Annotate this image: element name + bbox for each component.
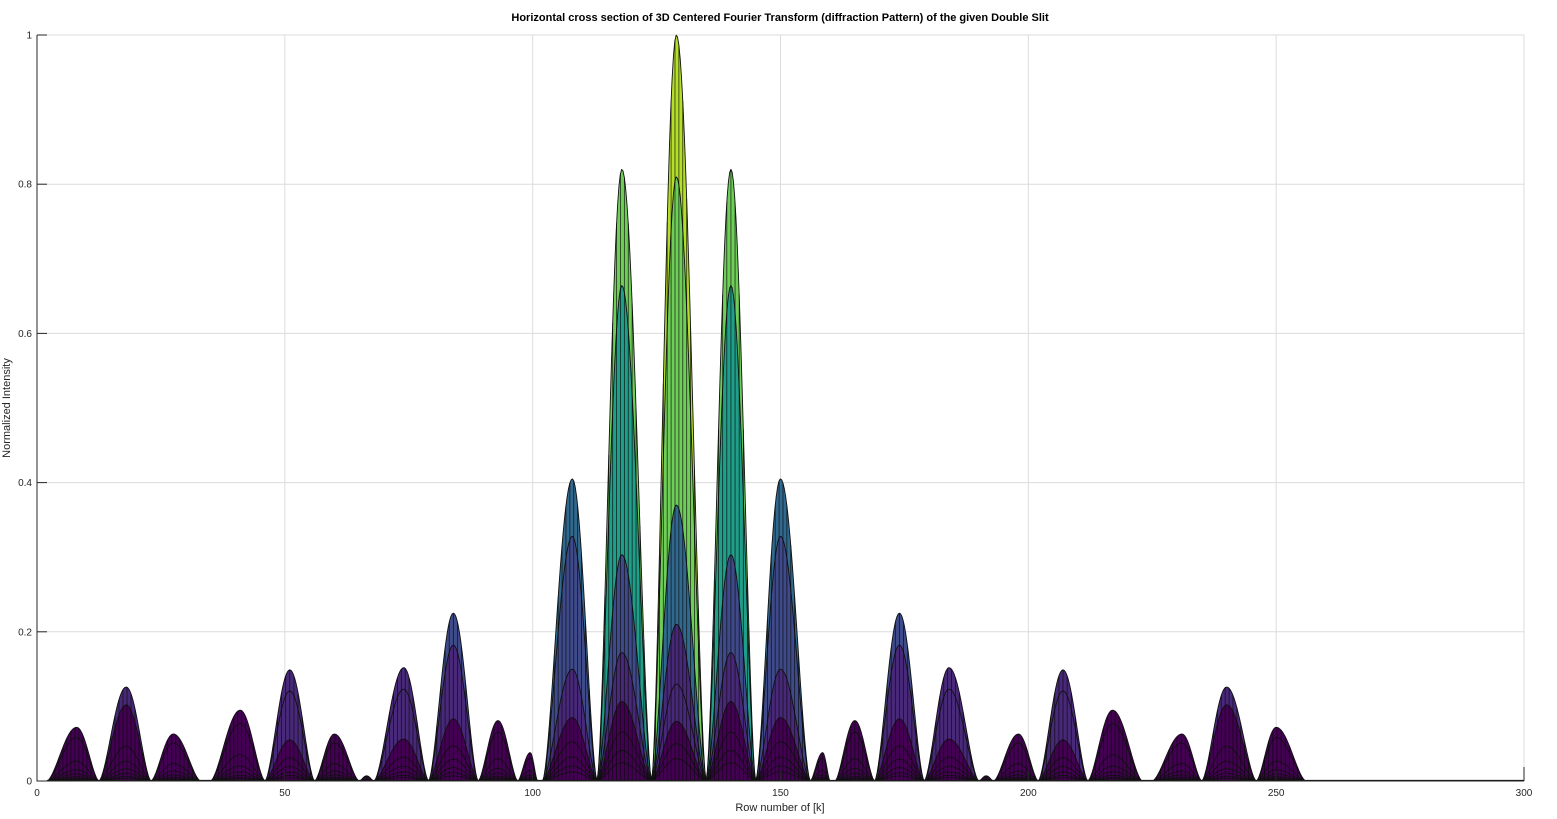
lobe-mesh	[481, 720, 515, 781]
lobe-mesh	[50, 727, 96, 781]
lobe-mesh	[1041, 669, 1085, 781]
lobe	[874, 612, 925, 782]
lobe-mesh	[709, 169, 752, 781]
lobe	[477, 720, 519, 782]
y-axis-title: Normalized Intensity	[1, 358, 13, 458]
lobe-mesh	[268, 669, 311, 781]
lobe	[210, 709, 266, 782]
chart-title: Horizontal cross section of 3D Centered …	[511, 12, 1049, 24]
y-tick-label: 0.4	[18, 478, 32, 489]
lobe-mesh	[546, 480, 594, 781]
lobe-mesh	[521, 752, 535, 781]
x-tick-label: 150	[772, 788, 789, 799]
x-tick-label: 100	[524, 788, 541, 799]
lobe-mesh	[432, 613, 475, 781]
y-tick-label: 0.8	[18, 180, 32, 191]
lobe	[98, 686, 152, 782]
lobe	[1255, 726, 1307, 782]
lobe-mesh	[655, 39, 703, 781]
lobe-mesh	[813, 752, 827, 781]
lobe-surface	[46, 34, 1524, 782]
x-tick-label: 50	[279, 788, 291, 799]
lobe-mesh	[1155, 734, 1199, 781]
lobe	[651, 34, 707, 782]
lobe-mesh	[600, 173, 649, 781]
lobe-mesh	[154, 734, 197, 781]
y-tick-label: 0.2	[18, 627, 32, 638]
x-tick-label: 200	[1020, 788, 1037, 799]
lobe	[1087, 709, 1143, 782]
lobe-mesh	[377, 668, 426, 781]
lobe-mesh	[759, 480, 807, 781]
lobe-mesh	[1260, 727, 1303, 781]
lobe-mesh	[997, 734, 1035, 781]
lobe-mesh	[213, 710, 262, 781]
lobe	[373, 667, 430, 782]
x-tick-label: 0	[34, 788, 40, 799]
lobe	[596, 168, 653, 782]
lobe	[923, 667, 980, 782]
lobe	[755, 478, 811, 782]
lobe-mesh	[1091, 710, 1139, 781]
lobe	[264, 669, 316, 782]
lobe-mesh	[102, 687, 148, 781]
lobe	[1201, 686, 1257, 782]
lobe-mesh	[1205, 687, 1253, 781]
lobe	[1151, 733, 1203, 782]
lobe-mesh	[838, 720, 872, 781]
lobe	[542, 478, 598, 782]
x-tick-label: 300	[1516, 788, 1533, 799]
y-tick-label: 0	[26, 777, 32, 788]
lobe-mesh	[927, 668, 976, 781]
y-tick-label: 0.6	[18, 329, 32, 340]
lobe	[705, 168, 757, 782]
lobe-mesh	[878, 613, 921, 781]
lobe	[428, 612, 479, 782]
x-tick-label: 250	[1268, 788, 1285, 799]
y-tick-label: 1	[26, 31, 32, 42]
lobe-mesh	[318, 734, 356, 781]
lobe	[834, 720, 876, 782]
x-axis-title: Row number of [k]	[735, 802, 824, 814]
ticks: 0 50 100 150 200 250 300 0 0.2 0.4 0.6 0.8 1	[18, 31, 1533, 800]
lobe	[46, 726, 100, 782]
